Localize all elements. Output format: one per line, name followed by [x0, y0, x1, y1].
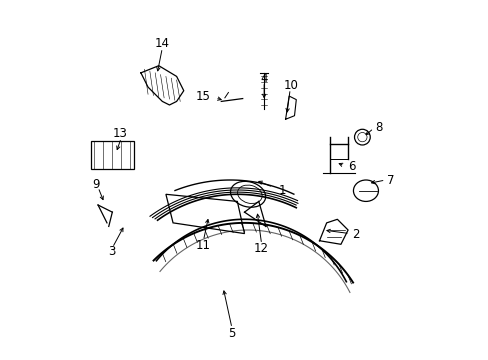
Text: 5: 5: [228, 327, 235, 340]
Text: 7: 7: [386, 174, 394, 187]
Text: 14: 14: [155, 37, 169, 50]
Text: 12: 12: [254, 242, 268, 255]
Text: 8: 8: [375, 121, 382, 134]
Text: 6: 6: [347, 160, 355, 173]
Text: 11: 11: [195, 239, 210, 252]
Text: 1: 1: [278, 184, 285, 197]
Text: 15: 15: [195, 90, 210, 103]
Text: 9: 9: [92, 178, 100, 191]
Text: 10: 10: [283, 79, 298, 92]
Text: 4: 4: [260, 72, 267, 85]
Text: 3: 3: [108, 245, 116, 258]
Text: 2: 2: [351, 228, 358, 241]
Text: 13: 13: [113, 127, 127, 140]
